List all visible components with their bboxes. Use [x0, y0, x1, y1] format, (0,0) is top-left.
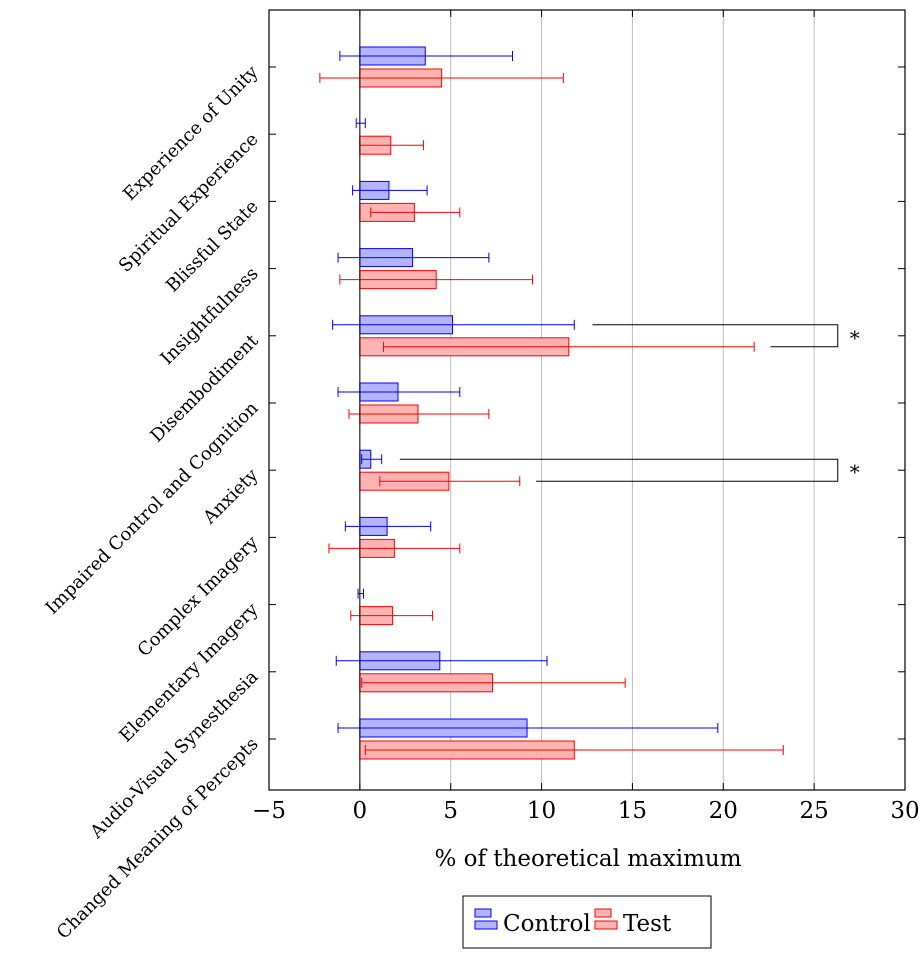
- x-tick-label-5: 20: [709, 798, 738, 824]
- plot-border: [268, 9, 906, 791]
- error-bar-test-7: [328, 543, 461, 554]
- legend: Control Test: [462, 895, 712, 949]
- x-tick-label-7: 30: [890, 798, 919, 824]
- plot-frame: [268, 9, 906, 791]
- legend-swatch-control: [474, 908, 498, 930]
- x-tick-label-4: 15: [618, 798, 647, 824]
- bars-group: [319, 46, 784, 760]
- error-bar-control-9: [335, 655, 548, 666]
- axis-ticks: [268, 10, 906, 790]
- significance-star-1: *: [850, 460, 860, 484]
- error-bar-control-2: [352, 185, 428, 196]
- grid-lines: [359, 10, 815, 790]
- significance-bracket-1: [399, 458, 839, 482]
- legend-label-test: Test: [623, 911, 672, 937]
- error-bar-control-3: [337, 252, 490, 263]
- error-bar-test-4: [382, 341, 755, 352]
- category-label-0: Experience of Unity: [119, 61, 263, 205]
- x-tick-label-2: 5: [443, 798, 458, 824]
- error-bar-control-8: [357, 588, 364, 599]
- legend-box: [462, 895, 712, 949]
- x-tick-label-0: −5: [252, 798, 286, 824]
- x-axis-title: % of theoretical maximum: [434, 846, 741, 872]
- error-bar-control-10: [337, 723, 719, 733]
- legend-label-control: Control: [503, 911, 591, 937]
- error-bar-test-2: [370, 207, 461, 218]
- category-label-7: Complex Imagery: [134, 532, 264, 662]
- x-tick-label-1: 0: [353, 798, 368, 824]
- error-bar-test-9: [361, 677, 626, 688]
- category-label-6: Anxiety: [198, 464, 263, 529]
- error-bar-test-3: [339, 274, 533, 285]
- error-bar-control-5: [337, 387, 461, 397]
- error-bar-test-8: [350, 610, 434, 621]
- error-bar-control-4: [332, 319, 575, 330]
- significance-brackets: **: [399, 324, 860, 484]
- error-bar-control-1: [355, 118, 366, 129]
- error-bar-control-0: [339, 51, 513, 61]
- significance-star-0: *: [850, 326, 860, 350]
- x-tick-label-3: 10: [527, 798, 556, 824]
- error-bar-test-0: [319, 73, 564, 83]
- error-bar-control-7: [344, 521, 432, 532]
- error-bar-control-6: [361, 454, 383, 465]
- legend-swatch-test: [594, 908, 618, 930]
- significance-bracket-0: [592, 324, 839, 348]
- error-bar-test-10: [364, 745, 784, 755]
- x-tick-label-6: 25: [800, 798, 829, 824]
- error-bar-test-6: [379, 476, 521, 487]
- error-bar-test-5: [348, 409, 490, 419]
